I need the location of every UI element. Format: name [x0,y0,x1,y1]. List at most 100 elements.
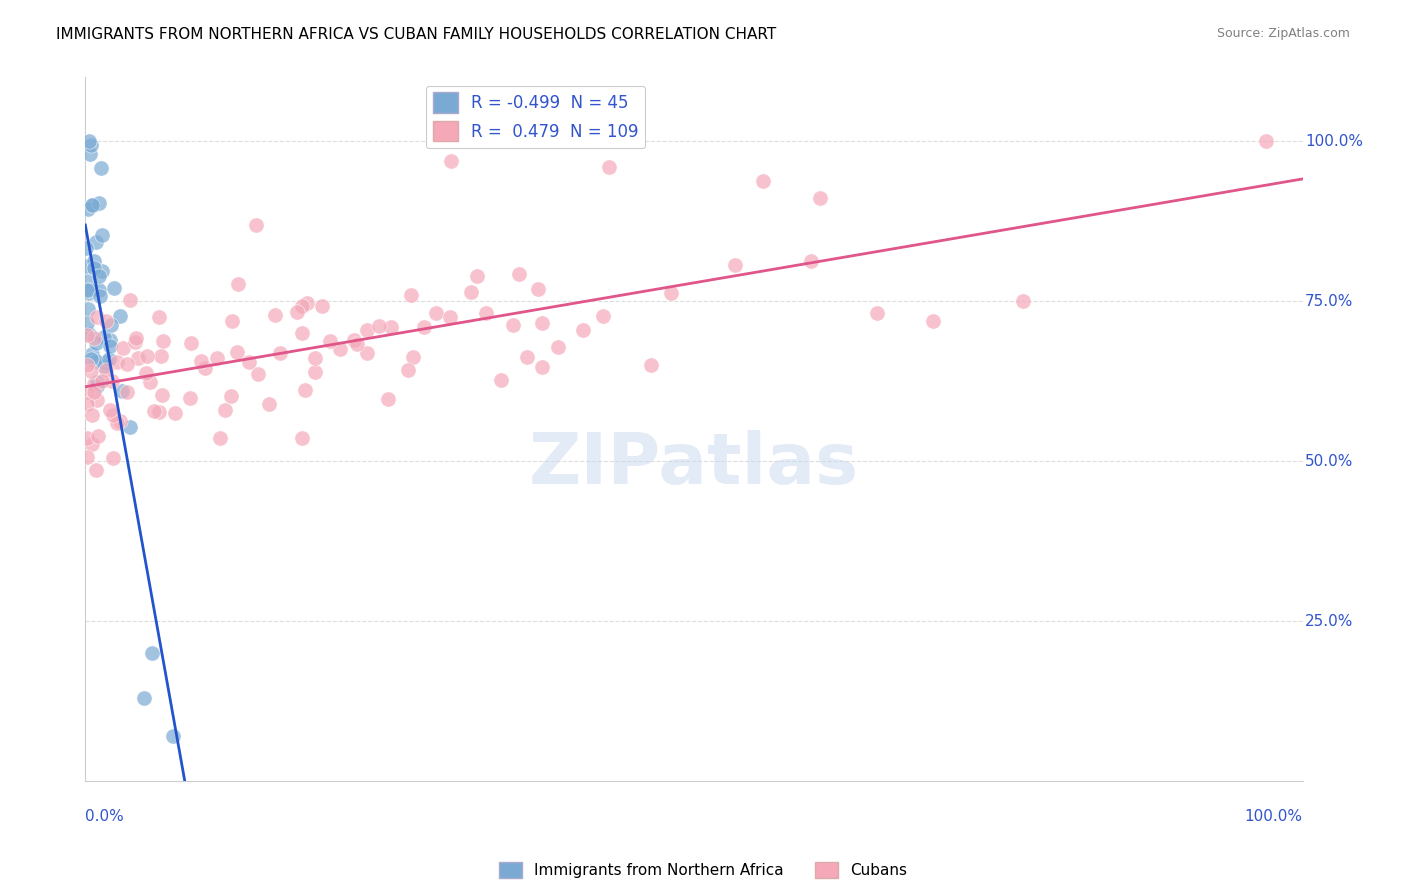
Point [751,174,773,188]
Point [139,375,162,389]
Point [76,450,98,464]
Point [83,260,105,275]
Point [592,309,614,323]
Point [80,352,103,367]
Point [79,283,101,297]
Point [367,318,389,333]
Text: IMMIGRANTS FROM NORTHERN AFRICA VS CUBAN FAMILY HOUSEHOLDS CORRELATION CHART: IMMIGRANTS FROM NORTHERN AFRICA VS CUBAN… [56,27,776,42]
Legend: R = -0.499  N = 45, R =  0.479  N = 109: R = -0.499 N = 45, R = 0.479 N = 109 [426,86,645,148]
Point [77,326,100,341]
Point [89,283,111,297]
Point [90,374,112,388]
Point [402,350,425,364]
Point [531,360,554,375]
Point [380,319,402,334]
Point [150,350,173,364]
Point [1256,135,1278,149]
Point [319,334,342,348]
Point [132,690,155,705]
Point [152,334,174,348]
Point [640,358,662,372]
Point [356,345,378,359]
Point [148,310,170,325]
Point [82,347,104,361]
Point [294,383,316,397]
Point [87,269,110,284]
Point [117,357,139,371]
Point [425,306,447,320]
Point [143,403,166,417]
Point [80,197,103,211]
Point [291,326,314,341]
Point [76,327,98,342]
Point [291,299,314,313]
Point [141,646,163,660]
Point [86,376,108,390]
Text: 50.0%: 50.0% [1305,454,1354,468]
Point [225,345,247,359]
Point [311,299,333,313]
Point [111,341,134,355]
Point [508,267,530,281]
Point [413,319,436,334]
Point [77,134,100,148]
Point [205,351,228,365]
Point [101,374,124,388]
Text: 100.0%: 100.0% [1244,809,1303,824]
Point [180,335,202,350]
Point [76,301,98,316]
Point [75,260,97,274]
Point [79,147,101,161]
Point [76,384,98,399]
Point [162,729,184,743]
Point [1012,294,1035,309]
Point [502,318,524,332]
Point [83,377,105,392]
Point [105,355,128,369]
Point [356,323,378,337]
Point [124,331,146,345]
Point [346,337,368,351]
Point [103,280,125,294]
Point [190,353,212,368]
Point [118,293,141,307]
Legend: Immigrants from Northern Africa, Cubans: Immigrants from Northern Africa, Cubans [494,856,912,884]
Point [84,354,107,368]
Point [527,282,550,296]
Point [96,354,118,368]
Point [530,316,553,330]
Point [83,331,105,345]
Point [111,384,134,398]
Point [194,361,217,376]
Point [724,258,747,272]
Point [396,363,419,377]
Point [135,367,157,381]
Point [148,405,170,419]
Point [516,350,538,364]
Point [76,359,98,373]
Point [179,391,201,405]
Point [108,414,131,428]
Point [295,296,318,310]
Point [98,402,121,417]
Point [83,384,105,399]
Point [209,431,232,445]
Point [460,285,482,299]
Point [120,420,142,434]
Point [598,160,620,174]
Point [401,288,423,302]
Point [93,359,115,373]
Point [91,264,114,278]
Point [84,235,107,249]
Point [80,408,103,422]
Point [98,351,121,366]
Point [150,388,173,402]
Point [259,397,281,411]
Text: 25.0%: 25.0% [1305,614,1354,629]
Point [221,313,243,327]
Point [101,409,124,423]
Point [287,304,309,318]
Point [76,397,98,411]
Point [439,310,461,324]
Point [659,286,682,301]
